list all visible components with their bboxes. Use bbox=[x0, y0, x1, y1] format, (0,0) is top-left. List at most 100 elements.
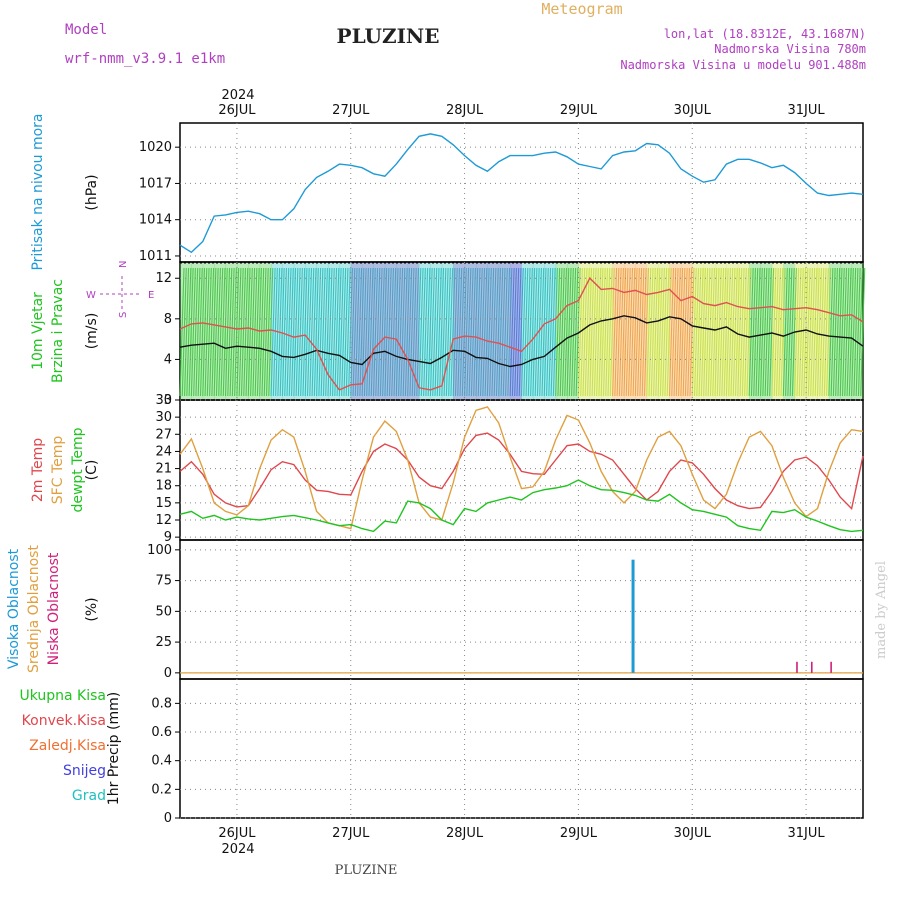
wind-barb bbox=[400, 267, 406, 397]
y-tick-label: 1011 bbox=[139, 249, 172, 264]
wind-barb bbox=[370, 267, 376, 397]
wind-barb bbox=[668, 267, 675, 397]
wind-barb bbox=[261, 267, 267, 397]
day-label-bottom: 29JUL bbox=[560, 826, 598, 841]
wind-barb bbox=[500, 267, 506, 397]
wind-barb bbox=[459, 267, 465, 397]
wind-barb bbox=[764, 267, 770, 397]
wind-barb bbox=[821, 267, 827, 397]
wind-barb bbox=[227, 267, 233, 397]
wind-barb bbox=[639, 267, 645, 397]
day-label-bottom: 28JUL bbox=[446, 826, 484, 841]
wind-band bbox=[202, 263, 215, 399]
wind-barb bbox=[748, 267, 754, 397]
wind-barb bbox=[477, 267, 483, 397]
wind-barb bbox=[596, 267, 602, 397]
footer-station: PLUZINE bbox=[335, 863, 398, 878]
wind-barb bbox=[291, 267, 297, 397]
wind-barb bbox=[361, 267, 367, 397]
wind-barb bbox=[195, 267, 201, 397]
y-tick-label: 15 bbox=[155, 496, 172, 511]
y-tick-label: 0 bbox=[164, 393, 172, 408]
panel-frame bbox=[179, 122, 864, 263]
wind-barb bbox=[309, 267, 315, 397]
wind-barb bbox=[306, 267, 313, 397]
wind-barb bbox=[705, 267, 711, 397]
wind-barb bbox=[725, 267, 731, 397]
wind-barb bbox=[625, 267, 631, 397]
y-tick-label: 0 bbox=[164, 811, 172, 826]
wind-barb bbox=[805, 267, 811, 397]
wind-barb bbox=[566, 267, 572, 397]
y-tick-label: 21 bbox=[155, 462, 172, 477]
wind-band bbox=[555, 263, 568, 399]
wind-barb bbox=[224, 267, 231, 397]
wind-barb bbox=[730, 267, 736, 397]
wind-barb bbox=[712, 267, 718, 397]
temp-axis-label: SFC Temp bbox=[50, 436, 66, 505]
wind-barb bbox=[552, 267, 558, 397]
cloud-bar bbox=[810, 661, 813, 673]
wind-barb bbox=[760, 267, 766, 397]
wind-barb bbox=[739, 267, 745, 397]
wind-band bbox=[225, 263, 238, 399]
wind-barb bbox=[753, 267, 759, 397]
wind-barb bbox=[582, 267, 588, 397]
wind-barb bbox=[398, 267, 404, 397]
pressure-axis-label: Pritisak na nivou mora bbox=[30, 113, 46, 270]
wind-barb bbox=[213, 267, 219, 397]
altitude-label: Nadmorska Visina 780m bbox=[714, 42, 866, 56]
wind-band bbox=[191, 263, 204, 399]
wind-barb bbox=[329, 267, 335, 397]
wind-barb bbox=[778, 267, 784, 397]
wind-barb bbox=[470, 267, 476, 397]
day-label-top: 30JUL bbox=[674, 103, 712, 118]
wind-band bbox=[749, 263, 762, 399]
series-line bbox=[179, 432, 864, 511]
y-unit-label: (hPa) bbox=[84, 174, 100, 210]
wind-band bbox=[236, 263, 249, 399]
wind-barb bbox=[536, 267, 542, 397]
wind-barb bbox=[388, 267, 395, 397]
wind-barb bbox=[666, 267, 672, 397]
wind-band bbox=[521, 263, 534, 399]
wind-axis-label: 10m Vjetar bbox=[30, 292, 46, 370]
wind-barb bbox=[839, 267, 845, 397]
wind-band bbox=[180, 263, 192, 399]
wind-barb bbox=[254, 267, 260, 397]
wind-band bbox=[589, 263, 602, 399]
wind-band bbox=[771, 263, 784, 399]
wind-barb bbox=[229, 267, 235, 397]
wind-barb bbox=[393, 267, 399, 397]
wind-barb bbox=[846, 267, 852, 397]
wind-barb bbox=[848, 267, 854, 397]
wind-barb bbox=[322, 267, 328, 397]
y-tick-label: 1017 bbox=[139, 176, 172, 191]
wind-barb bbox=[418, 267, 424, 397]
wind-band bbox=[760, 263, 773, 399]
wind-band bbox=[851, 263, 864, 399]
wind-barb bbox=[434, 267, 440, 397]
wind-barb bbox=[857, 267, 863, 397]
wind-barb bbox=[737, 267, 743, 397]
wind-barb bbox=[493, 267, 499, 397]
wind-barb bbox=[819, 267, 825, 397]
model-value: wrf-nmm_v3.9.1 e1km bbox=[65, 51, 225, 67]
wind-barb bbox=[457, 267, 463, 397]
wind-barb bbox=[502, 267, 508, 397]
y-tick-label: 0.2 bbox=[151, 782, 172, 797]
y-tick-label: 50 bbox=[155, 604, 172, 619]
wind-band bbox=[578, 263, 591, 399]
wind-band bbox=[384, 263, 397, 399]
y-tick-label: 8 bbox=[164, 312, 172, 327]
wind-barb bbox=[186, 267, 192, 397]
y-unit-label: 1hr Precip (mm) bbox=[106, 692, 122, 805]
wind-barb bbox=[511, 267, 517, 397]
wind-barb bbox=[555, 267, 561, 397]
wind-barb bbox=[648, 267, 654, 397]
wind-barb bbox=[514, 267, 520, 397]
wind-barb bbox=[368, 267, 374, 397]
wind-barb bbox=[432, 267, 438, 397]
wind-band bbox=[715, 263, 727, 399]
